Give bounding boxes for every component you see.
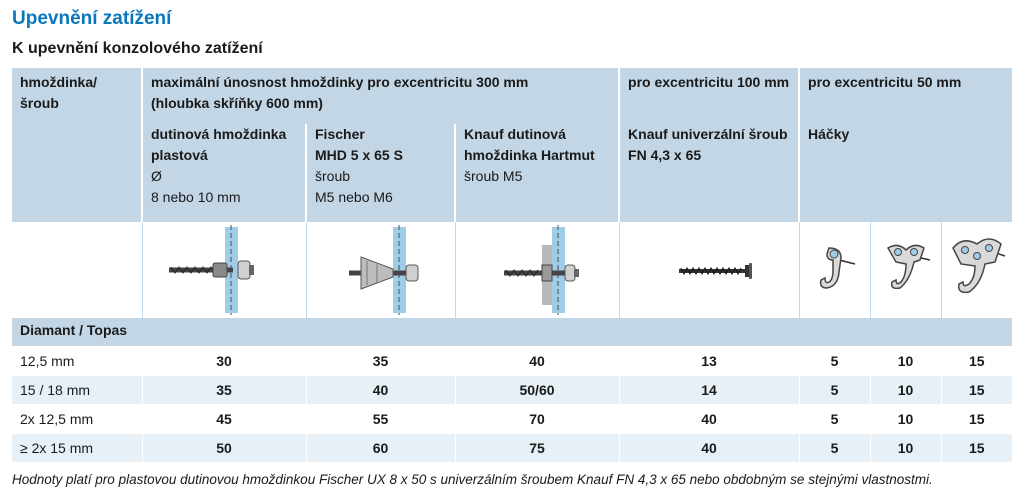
footnote: Hodnoty platí pro plastovou dutinovou hm… (12, 472, 933, 487)
header-eccentricity-300: maximální únosnost hmoždinky pro excentr… (140, 68, 620, 124)
universal-screw-icon (618, 222, 800, 318)
cell-value: 15 (940, 432, 1013, 462)
header-knauf-hartmut: Knauf dutinová hmoždinka Hartmut šroub M… (453, 124, 620, 222)
page-subtitle: K upevnění konzolového zatížení (12, 40, 263, 57)
section-diamant-topas: Diamant / Topas (12, 318, 1013, 346)
cell-value: 30 (141, 345, 306, 375)
header-fischer-mhd: Fischer MHD 5 x 65 S šroub M5 nebo M6 (305, 124, 455, 222)
header-anchor-screw: hmoždinka/ šroub (12, 68, 142, 222)
header-plastic-anchor: dutinová hmoždinka plastová Ø 8 nebo 10 … (141, 124, 306, 222)
cell-value: 35 (305, 345, 455, 375)
fischer-mhd-anchor-icon (305, 222, 455, 318)
knauf-hartmut-anchor-icon (454, 222, 620, 318)
cell-value: 10 (869, 432, 942, 462)
cell-value: 13 (618, 345, 800, 375)
cell-value: 15 (940, 345, 1013, 375)
table-row: 2x 12,5 mm 45 55 70 40 5 10 15 (12, 403, 1013, 433)
cell-value: 15 (940, 374, 1013, 404)
cell-value: 40 (618, 432, 800, 462)
row-label: ≥ 2x 15 mm (12, 432, 142, 462)
header-eccentricity-50: pro excentricitu 50 mm (798, 68, 1013, 124)
table-row: ≥ 2x 15 mm 50 60 75 40 5 10 15 (12, 432, 1013, 462)
cell-value: 5 (798, 432, 871, 462)
hook-medium-icon (869, 222, 942, 318)
plastic-anchor-icon (141, 222, 306, 318)
cell-value: 45 (141, 403, 306, 433)
cell-value: 70 (454, 403, 620, 433)
cell-value: 75 (454, 432, 620, 462)
cell-value: 10 (869, 403, 942, 433)
header-hooks: Háčky (798, 124, 1013, 222)
cell-value: 55 (305, 403, 455, 433)
cell-value: 15 (940, 403, 1013, 433)
cell-value: 40 (454, 345, 620, 375)
cell-value: 5 (798, 345, 871, 375)
row-label: 12,5 mm (12, 345, 142, 375)
load-table: hmoždinka/ šroub maximální únosnost hmož… (12, 68, 1013, 462)
cell-value: 10 (869, 345, 942, 375)
image-blank (12, 222, 142, 318)
hook-small-icon (798, 222, 871, 318)
table-row: 15 / 18 mm 35 40 50/60 14 5 10 15 (12, 374, 1013, 404)
cell-value: 50 (141, 432, 306, 462)
table-row: 12,5 mm 30 35 40 13 5 10 15 (12, 345, 1013, 375)
header-knauf-universal-screw: Knauf univerzální šroub FN 4,3 x 65 (618, 124, 800, 222)
row-label: 2x 12,5 mm (12, 403, 142, 433)
cell-value: 5 (798, 374, 871, 404)
cell-value: 60 (305, 432, 455, 462)
hook-large-icon (940, 222, 1013, 318)
cell-value: 14 (618, 374, 800, 404)
cell-value: 10 (869, 374, 942, 404)
cell-value: 40 (305, 374, 455, 404)
page-title: Upevnění zatížení (12, 8, 172, 29)
cell-value: 50/60 (454, 374, 620, 404)
row-label: 15 / 18 mm (12, 374, 142, 404)
cell-value: 35 (141, 374, 306, 404)
cell-value: 5 (798, 403, 871, 433)
header-eccentricity-100: pro excentricitu 100 mm (618, 68, 800, 124)
cell-value: 40 (618, 403, 800, 433)
